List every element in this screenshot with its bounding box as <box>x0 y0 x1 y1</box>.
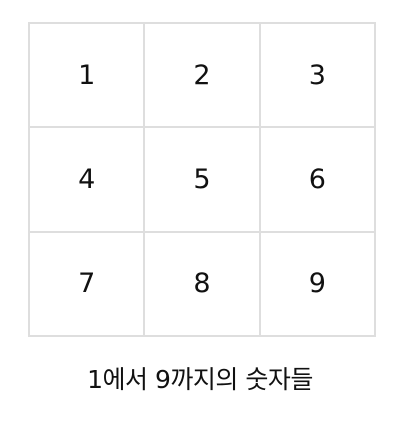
grid-cell-7: 7 <box>30 232 146 337</box>
grid-cell-1: 1 <box>30 24 146 129</box>
grid-cell-6: 6 <box>260 128 376 233</box>
grid-cell-3: 3 <box>260 24 376 129</box>
number-grid: 1 2 3 4 5 6 7 8 9 <box>28 22 376 337</box>
grid-caption: 1에서 9까지의 숫자들 <box>87 365 313 394</box>
grid-cell-9: 9 <box>260 232 376 337</box>
grid-cell-8: 8 <box>145 232 261 337</box>
grid-cell-4: 4 <box>30 128 146 233</box>
grid-cell-2: 2 <box>145 24 261 129</box>
grid-cell-5: 5 <box>145 128 261 233</box>
